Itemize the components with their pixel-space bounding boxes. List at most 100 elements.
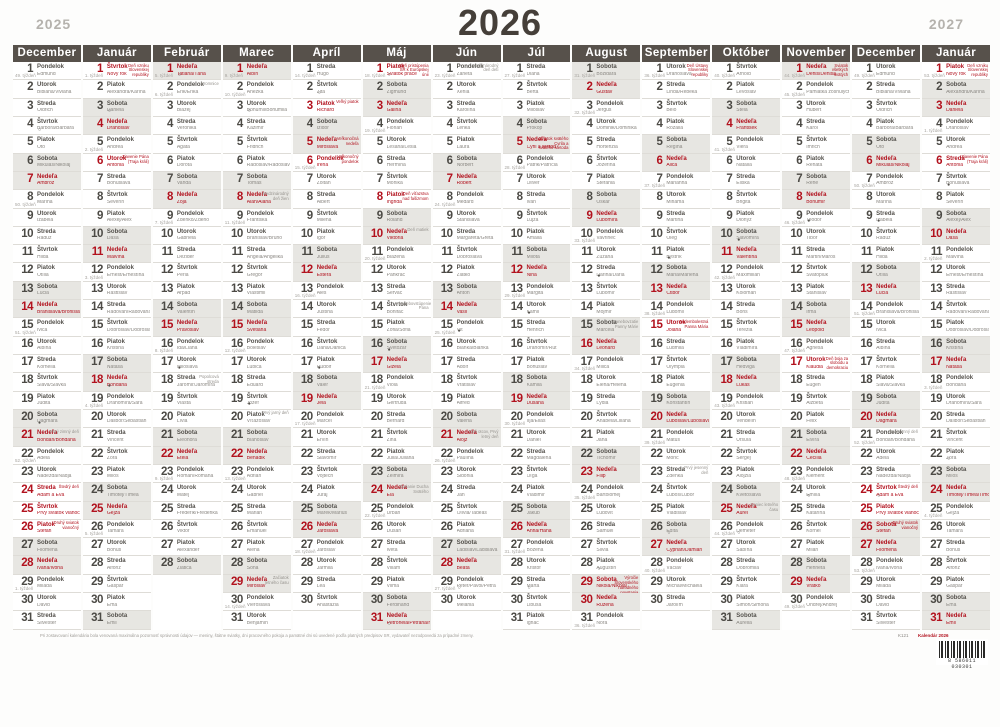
weekday-label: Sobota <box>176 430 198 437</box>
weekday-label: Streda <box>946 540 965 547</box>
day-number: 23 <box>930 465 943 478</box>
day-cell: 21 Pondelok Matúš 39. týždeň <box>642 428 711 447</box>
nameday-label: Šimon/Simona <box>736 602 769 608</box>
weekday-label: Pondelok <box>806 338 834 345</box>
day-number: 17 <box>91 356 103 368</box>
day-cell: 24 Piatok Vladimír <box>502 483 571 502</box>
day-cell: 5 Štvrtok Imrich <box>782 135 851 154</box>
weekday-label: Nedeľa <box>106 375 128 382</box>
weekday-label: Streda <box>666 82 686 89</box>
day-number: 20 <box>930 410 943 423</box>
day-text: Utorok Matej <box>177 485 220 498</box>
day-text: Pondelok Maximilián <box>736 265 779 278</box>
weekday-label: Utorok <box>876 448 896 455</box>
day-text: Utorok Milada <box>876 577 919 590</box>
day-text: Nedeľa Alica <box>666 156 709 169</box>
nameday-label: Jozefína <box>596 163 616 169</box>
day-text: Sobota Vanda <box>177 174 220 187</box>
day-cell: 17 Sobota Nataša <box>82 355 151 374</box>
month-header: December <box>852 45 921 62</box>
day-number: 16 <box>860 337 873 350</box>
day-cell: 16 Pondelok Ida/Liana 8. týždeň <box>152 336 221 355</box>
day-number: 13 <box>860 282 873 295</box>
day-text: Nedeľa Beáta <box>457 558 500 571</box>
day-number: 23 <box>161 465 173 478</box>
day-cell: 10 Utorok Branislav/Bruno <box>222 226 291 246</box>
nameday-label: Konštantín <box>666 401 691 407</box>
day-cell: 31 Sobota Emil <box>82 611 151 630</box>
day-cell: 27 Streda Iveta <box>362 538 431 557</box>
weekday-label: Utorok <box>37 210 57 217</box>
weekday-label: Nedeľa <box>946 485 967 492</box>
day-text: Utorok Pankrác <box>387 265 430 278</box>
day-number: 19 <box>510 392 523 405</box>
day-number: 1 <box>236 63 243 75</box>
weekday-label: Piatok <box>666 247 685 254</box>
new-moon-icon: ● <box>737 236 741 243</box>
day-number: 17 <box>230 356 243 368</box>
day-number: 17 <box>650 356 663 368</box>
weekday-label: Sobota <box>386 82 407 89</box>
weekday-label: Sobota <box>596 320 617 327</box>
day-text: Sobota Ferdinand <box>387 595 430 608</box>
day-number: 21 <box>370 429 383 442</box>
weekday-label: Pondelok <box>736 521 764 528</box>
nameday-label: Kristián <box>736 401 753 407</box>
day-cell: 19 Utorok Gertrúda <box>362 391 431 410</box>
nameday-label: Zina <box>386 437 397 443</box>
nameday-label: Miloš <box>946 474 958 480</box>
day-number: 4 <box>376 117 383 130</box>
weekday-label: Štvrtok <box>946 558 967 565</box>
weekday-label: Sobota <box>526 247 547 254</box>
weekday-label: Pondelok <box>876 302 904 309</box>
day-text: Sobota Miloš <box>946 467 989 480</box>
nameday-label: Marek/Márius <box>316 511 347 516</box>
day-cell: 21 Štvrtok Zina <box>362 428 431 447</box>
day-number: 23 <box>300 465 313 478</box>
nameday-label: Zdenko/Zdeno <box>176 218 210 223</box>
nameday-label: Lukáš <box>736 382 750 388</box>
nameday-label: Vincent <box>106 437 124 443</box>
nameday-label: Dobroslav/Dobroslava <box>106 327 150 333</box>
day-cell: 20 Sobota Dagmara ● <box>13 409 81 429</box>
day-number: 26 <box>930 520 943 533</box>
empty-cell <box>432 611 501 630</box>
day-cell: 16 Utorok Bianka/Blanka <box>432 336 501 355</box>
week-number: 32. týždeň <box>574 109 596 115</box>
day-cell: 12 Štvrtok Perla <box>152 263 221 282</box>
weekday-label: Utorok <box>456 338 476 345</box>
nameday-label: Kristína <box>106 346 124 352</box>
nameday-label: Marián <box>246 511 263 516</box>
day-number: 23 <box>21 465 33 478</box>
day-number: 31 <box>91 612 103 625</box>
weekday-label: Piatok <box>386 320 405 327</box>
new-moon-icon: ● <box>247 401 251 408</box>
week-number: 33. týždeň <box>574 238 596 244</box>
weekday-label: Utorok <box>666 64 686 70</box>
day-text: Sobota Milota <box>527 247 570 260</box>
day-number: 4 <box>446 117 453 130</box>
nameday-label: Henrich <box>526 327 544 333</box>
day-cell: 27 Pondelok Božena 31. týždeň <box>502 538 571 557</box>
weekday-label: Nedeľa <box>876 283 897 290</box>
day-cell: 30 Štvrtok Anastázia <box>292 593 361 612</box>
weekday-label: Streda <box>37 100 56 107</box>
week-number: 6. týždeň <box>154 91 174 97</box>
nameday-label: Patrik/Patrícia <box>526 163 558 169</box>
day-text: Utorok Vendelín <box>736 412 779 425</box>
weekday-label: Utorok <box>106 540 127 547</box>
holiday-note: Zjavenie Pána (Traja králi) <box>122 154 149 164</box>
day-text: Utorok Lesana/Lesia <box>387 137 430 150</box>
nameday-label: Vincent <box>946 437 963 443</box>
day-text: Streda Karol <box>806 119 849 132</box>
day-number: 6 <box>866 154 873 167</box>
nameday-label: Branislava/Bronislava <box>876 309 919 315</box>
day-text: Streda Nadežda/Nadja <box>876 467 919 480</box>
holiday-note: Deň pristúpenia SR k Európskej únii <box>399 62 429 78</box>
day-cell: 12 Sobota Mária/Marlena <box>642 263 711 282</box>
day-text: Sobota Kvetoslava <box>736 485 779 498</box>
weekday-label: Sobota <box>386 466 407 473</box>
weekday-label: Nedeľa <box>666 540 687 547</box>
nameday-label: Karol <box>806 126 818 132</box>
